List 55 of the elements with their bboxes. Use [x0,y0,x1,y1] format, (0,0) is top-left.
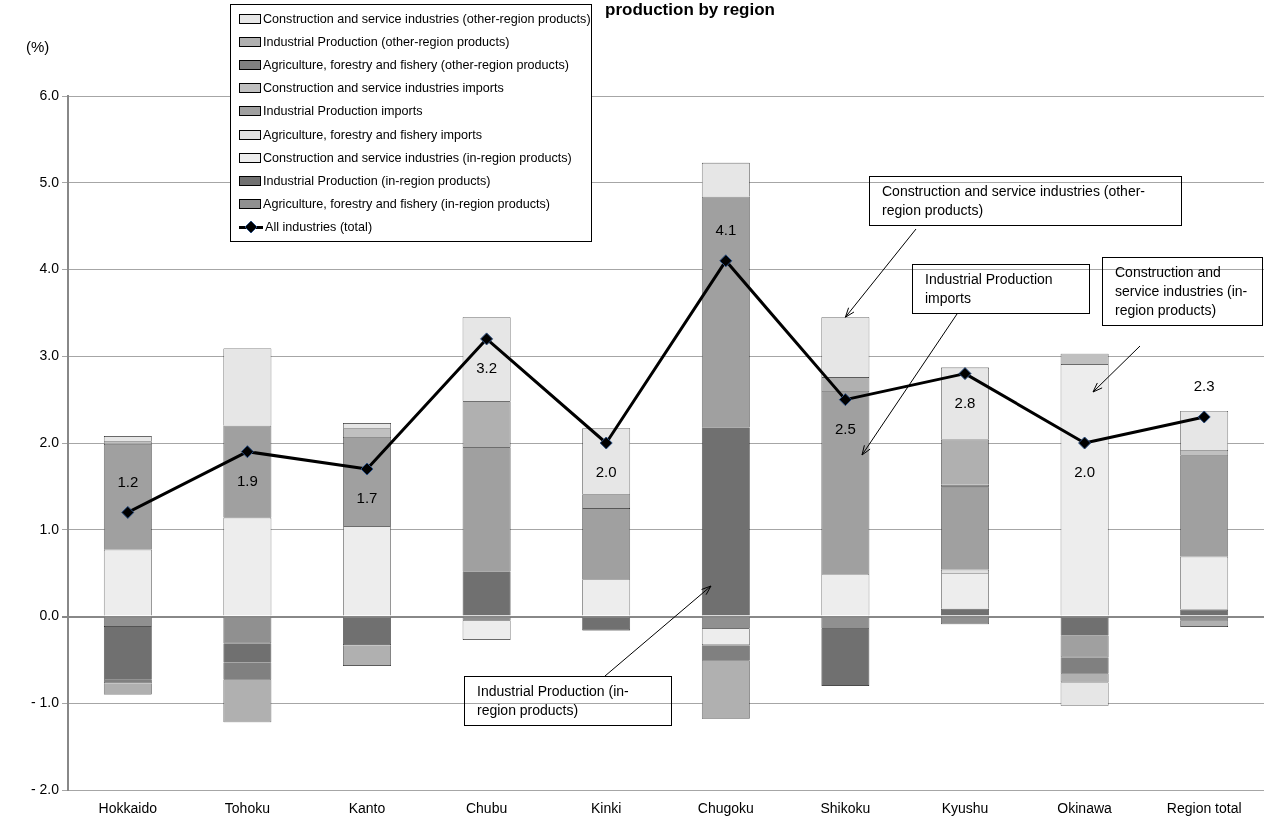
y-tick-label: 1.0 [39,520,60,537]
point [1078,436,1092,450]
point [240,445,254,459]
y-tick-label: 0.0 [39,607,60,624]
point [121,505,135,519]
legend-label: Construction and service industries imports [263,81,504,96]
data-label: 2.8 [954,393,976,411]
x-tick-label: Kinki [591,800,622,817]
data-label: 1.2 [117,472,139,490]
y-tick-label: 5.0 [39,173,60,190]
data-label: 4.1 [715,220,737,238]
legend-label: Construction and service industries (in-region products) [263,150,572,165]
x-tick-label: Hokkaido [98,800,158,817]
y-axis-title: (%) [26,38,50,55]
legend-label: Agriculture, forestry and fishery (in-region products) [263,197,550,212]
x-tick-label: Okinawa [1057,800,1113,817]
point [360,462,374,476]
data-label: 2.0 [1074,463,1096,481]
x-tick-label: Chubu [465,800,508,817]
y-tick-label: 2.0 [39,433,60,450]
annotation: Industrial Production imports [912,264,1090,314]
x-tick-label: Kyushu [941,800,989,817]
y-tick-label: 6.0 [39,86,60,103]
data-label: 2.0 [595,463,617,481]
data-label: 1.9 [236,471,258,489]
x-tick-label: Region total [1166,800,1242,817]
data-label: 3.2 [476,359,498,377]
legend-label: Agriculture, forestry and fishery imports [263,127,483,142]
data-label: 2.3 [1193,377,1215,395]
data-label: 2.5 [834,419,856,437]
data-label: 1.7 [356,489,378,507]
legend-label: Industrial Production (in-region products) [263,173,491,188]
legend-label: All industries (total) [265,220,373,235]
y-tick-label: 4.0 [39,260,60,277]
x-tick-label: Chugoku [697,800,754,817]
y-tick-label: - 2.0 [30,780,60,797]
annotation: Construction and service industries (in-region products) [1102,257,1263,326]
point [1197,410,1211,424]
y-tick-label: 3.0 [39,347,60,364]
legend-label: Construction and service industries (other-region products) [263,11,591,26]
annotation: Industrial Production (in-region products) [464,676,672,726]
y-tick-label: - 1.0 [30,694,60,711]
legend-label: Agriculture, forestry and fishery (other-region products) [263,57,569,72]
x-tick-label: Tohoku [224,800,270,817]
annotation: Construction and service industries (other-region products) [869,176,1182,226]
point [599,436,613,450]
point [719,254,733,268]
point [958,367,972,381]
point [480,332,494,346]
x-tick-label: Kanto [348,800,386,817]
legend-label: Industrial Production (other-region products) [263,34,510,49]
x-tick-label: Shikoku [820,800,871,817]
chart-title: production by region [605,0,775,19]
legend-label: Industrial Production imports [263,104,423,119]
point [838,393,852,407]
